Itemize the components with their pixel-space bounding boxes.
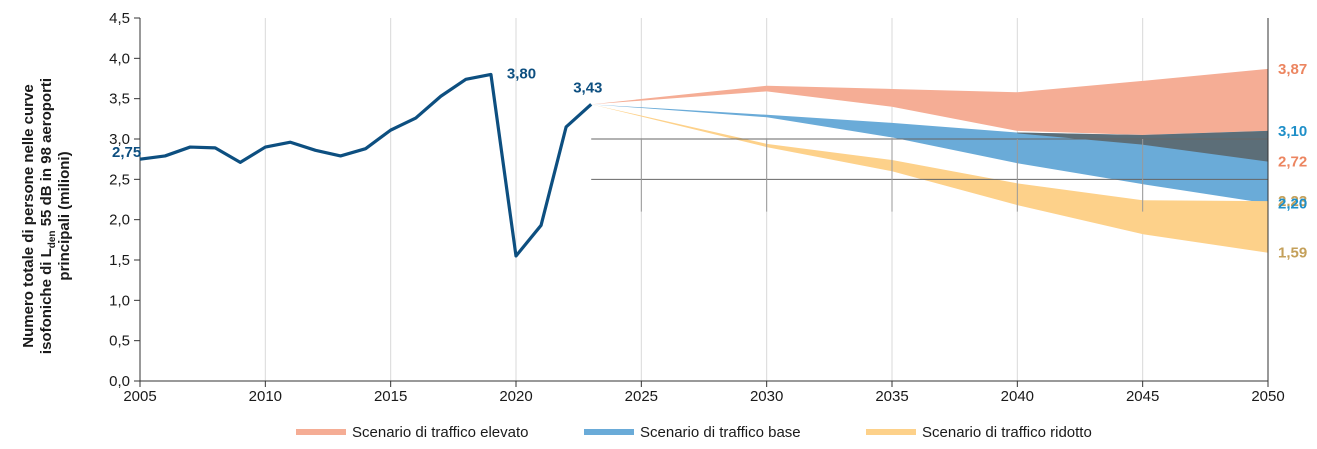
- y-tick-label: 2,0: [109, 212, 130, 229]
- data-label: 3,43: [573, 79, 602, 96]
- legend: Scenario di traffico elevato Scenario di …: [296, 424, 1092, 441]
- x-tick-label: 2050: [1251, 388, 1284, 405]
- x-tick-label: 2040: [1001, 388, 1034, 405]
- y-axis-title: Numero totale di persone nelle curve iso…: [20, 78, 73, 354]
- y-tick-label: 1,5: [109, 252, 130, 269]
- data-label: 2,23: [1278, 193, 1307, 210]
- data-label: 2,72: [1278, 154, 1307, 171]
- y-axis-title-line2-suffix: 55 dB in 98 aeroporti: [38, 78, 55, 231]
- legend-label: Scenario di traffico ridotto: [922, 424, 1092, 441]
- y-tick-label: 0,0: [109, 373, 130, 390]
- y-tick-label: 2,5: [109, 171, 130, 188]
- x-tick-label: 2035: [875, 388, 908, 405]
- axes-layer: 2005 2010 2015 2020 2025 2030 2035 2040 2045 2050…: [109, 10, 1285, 405]
- historical-line-layer: [139, 72, 593, 258]
- data-label: 1,59: [1278, 245, 1307, 262]
- reference-lines-layer: [591, 138, 1268, 212]
- data-label: 3,87: [1278, 61, 1307, 78]
- data-labels-layer: 2,75 3,80 3,43 3,87 3,10 2,72 2,232,20 1,59: [112, 61, 1307, 262]
- y-axis-title-subscript: den: [47, 230, 58, 248]
- y-tick-label: 0,5: [109, 333, 130, 350]
- x-tick-label: 2010: [249, 388, 282, 405]
- scenario-band-elevato: [591, 68, 1268, 135]
- data-label: 2,20: [1278, 196, 1307, 213]
- legend-label: Scenario di traffico base: [640, 424, 801, 441]
- y-axis-title-line1: Numero totale di persone nelle curve: [20, 84, 37, 347]
- y-axis-title-line3: principali (milioni): [56, 151, 73, 280]
- y-tick-label: 1,0: [109, 292, 130, 309]
- data-label: 3,80: [507, 65, 536, 82]
- x-tick-label: 2005: [123, 388, 156, 405]
- y-tick-label: 4,0: [109, 50, 130, 67]
- y-tick-label: 3,5: [109, 91, 130, 108]
- data-label: 2,75: [112, 144, 141, 161]
- scenario-band-base: [591, 104, 1268, 204]
- x-tick-label: 2015: [374, 388, 407, 405]
- x-tick-label: 2025: [625, 388, 658, 405]
- y-axis-title-line2: isofoniche di Lden 55 dB in 98 aeroporti: [38, 78, 58, 354]
- x-tick-label: 2030: [750, 388, 783, 405]
- y-tick-label: 4,5: [109, 10, 130, 27]
- bands-layer: [591, 68, 1268, 253]
- legend-label: Scenario di traffico elevato: [352, 424, 529, 441]
- y-tick-label: 3,0: [109, 131, 130, 148]
- historical-series-line: [139, 72, 593, 258]
- data-label: 3,10: [1278, 123, 1307, 140]
- x-tick-label: 2020: [499, 388, 532, 405]
- y-axis-title-line2-prefix: isofoniche di L: [38, 248, 55, 354]
- x-tick-label: 2045: [1126, 388, 1159, 405]
- scenario-band-ridotto: [591, 104, 1268, 253]
